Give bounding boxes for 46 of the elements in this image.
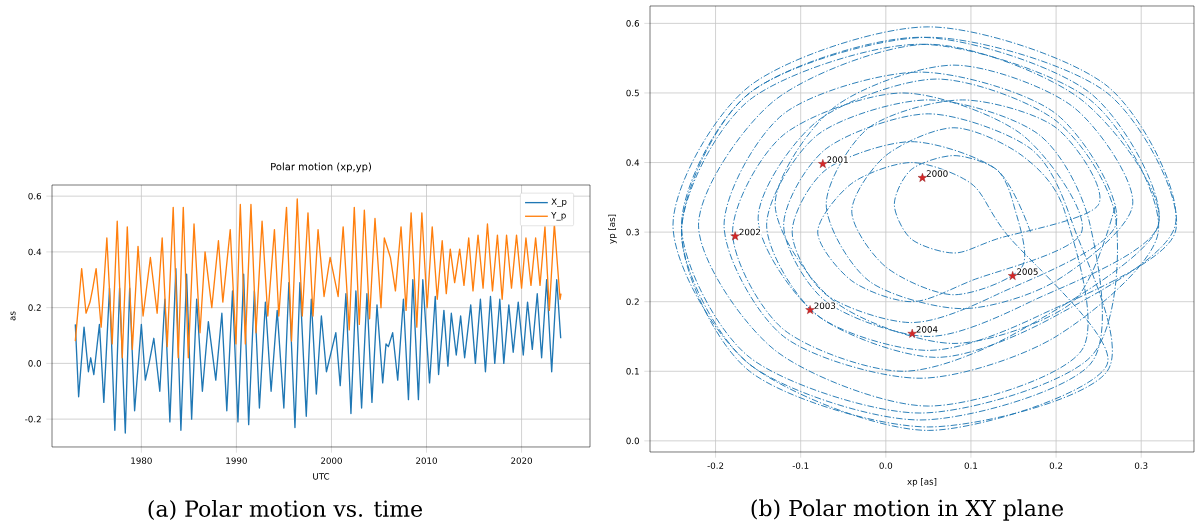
y-tick-label: 0.4 [626, 159, 640, 166]
text: (b) Polar motion in XY plane [751, 499, 1063, 521]
point [805, 305, 815, 315]
annotation: 2004 [916, 326, 938, 333]
point [818, 159, 828, 168]
y-tick-label: 0.4 [28, 248, 42, 256]
x-axis-title: UTC [313, 473, 330, 480]
x-tick-label: -0.2 [707, 462, 724, 469]
legend-label: X_p [551, 198, 567, 207]
y-tick-label: 0.2 [626, 298, 639, 305]
y-axis-title: yp [as] [608, 214, 617, 244]
y-tick-label: 0.0 [28, 360, 42, 367]
annotation: 2000 [926, 170, 948, 177]
y-tick-label: 0.2 [28, 304, 41, 311]
y-tick-label: 0.1 [626, 368, 639, 375]
x-tick-label: 2010 [416, 457, 437, 464]
x-tick-label: 2020 [511, 457, 533, 464]
annotation: 2003 [814, 302, 836, 309]
x-tick-label: 0.2 [1049, 462, 1063, 469]
line-series [672, 26, 1177, 431]
x-tick-label: 0.1 [964, 462, 978, 469]
x-tick-label: 2000 [321, 457, 342, 464]
x-tick-label: 1980 [131, 457, 152, 464]
y-tick-label: 0.6 [28, 192, 42, 200]
y-tick-label: -0.2 [25, 415, 41, 423]
x-tick-label: 0.3 [1134, 462, 1148, 469]
y-tick-label: 0.5 [626, 89, 639, 97]
point [917, 172, 928, 182]
x-tick-label: 0.0 [879, 462, 893, 469]
y-tick-label: 0.6 [626, 20, 640, 27]
annotation: 2001 [827, 156, 848, 163]
legend-label: Y_p [551, 212, 566, 221]
x-tick-label: -0.1 [792, 462, 809, 469]
x-axis-title: xp [as] [907, 478, 937, 487]
chart-title: Polar motion (xp,yp) [271, 162, 371, 173]
annotation: 2005 [1017, 268, 1038, 275]
y-axis-title: as [10, 311, 16, 321]
y-tick-label: 0.3 [626, 228, 639, 236]
line-series [74, 267, 562, 434]
annotation: 2002 [739, 228, 761, 236]
point [730, 231, 740, 241]
x-tick-label: 1990 [226, 457, 247, 464]
point [907, 328, 917, 338]
y-tick-label: 0.0 [626, 437, 640, 445]
point [1008, 271, 1018, 280]
text: (a) Polar motion vs. time [148, 499, 423, 521]
